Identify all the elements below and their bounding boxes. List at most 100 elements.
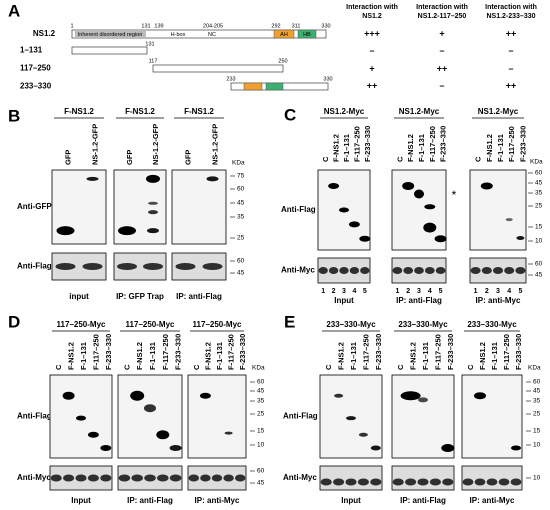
lane-label: F-1–131 bbox=[417, 134, 426, 162]
band bbox=[156, 430, 170, 440]
marker-label: 35 bbox=[237, 214, 245, 221]
lane-label: F-117–250 bbox=[161, 334, 170, 370]
fragment-bar bbox=[71, 46, 148, 55]
band bbox=[318, 267, 328, 274]
lane-label: F-117–250 bbox=[91, 334, 100, 370]
lane-label: F-NS1.2 bbox=[67, 342, 76, 370]
band bbox=[130, 390, 145, 401]
band bbox=[200, 474, 211, 482]
lane-label: F-233–330 bbox=[374, 334, 383, 370]
band bbox=[424, 267, 435, 274]
domain-diagram bbox=[71, 29, 329, 91]
lane-label: F-233–330 bbox=[104, 334, 113, 370]
blot-image bbox=[171, 169, 227, 245]
lane-label: C bbox=[122, 364, 131, 370]
position-label: 292 bbox=[271, 23, 280, 29]
position-label: 117 bbox=[149, 58, 158, 64]
interaction-value: – bbox=[508, 45, 513, 55]
lane-label: F-NS1.2 bbox=[135, 342, 144, 370]
row-label: Anti-Flag bbox=[17, 262, 52, 271]
band bbox=[400, 391, 421, 401]
marker-label: 35 bbox=[535, 190, 543, 197]
row-label: Anti-Myc bbox=[17, 473, 51, 482]
band bbox=[504, 267, 515, 274]
band bbox=[392, 478, 404, 486]
marker-label: 75 bbox=[237, 173, 245, 180]
band bbox=[118, 474, 131, 482]
blot-image bbox=[461, 465, 523, 491]
position-label: 131 bbox=[141, 23, 150, 29]
lane-number: 5 bbox=[363, 288, 367, 295]
region-label: HB bbox=[303, 32, 311, 38]
lane-label: F-NS1.2 bbox=[478, 342, 487, 370]
position-label: 204-205 bbox=[203, 23, 223, 29]
lane-label: F-1–131 bbox=[421, 342, 430, 370]
position-label: 131 bbox=[145, 41, 154, 47]
blot-image bbox=[391, 465, 455, 491]
band bbox=[498, 478, 510, 486]
lane-number: 5 bbox=[518, 288, 522, 295]
region-label: NC bbox=[208, 32, 216, 38]
band bbox=[441, 444, 455, 453]
band bbox=[418, 397, 428, 403]
band bbox=[359, 235, 371, 242]
column-header: Interaction with bbox=[346, 4, 398, 11]
lane-label: F-NS1.2 bbox=[409, 342, 418, 370]
band bbox=[144, 404, 156, 413]
band bbox=[370, 445, 381, 451]
lane-number: 1 bbox=[321, 288, 325, 295]
blot-image bbox=[187, 374, 247, 459]
lane-label: F-233–330 bbox=[514, 334, 523, 370]
lane-label: F-233–330 bbox=[446, 334, 455, 370]
column-header: NS1.2-233–330 bbox=[486, 13, 535, 20]
band bbox=[131, 474, 143, 482]
blot-caption: IP: anti-Myc bbox=[195, 496, 240, 505]
band bbox=[442, 478, 454, 486]
interaction-value: – bbox=[439, 45, 444, 55]
fragment-name: 117–250 bbox=[20, 64, 51, 73]
lane-label: F-NS1.2 bbox=[337, 342, 346, 370]
blot-caption: IP: GFP Trap bbox=[116, 292, 164, 301]
interaction-value: ++ bbox=[437, 63, 448, 73]
blot-caption: IP: anti-Myc bbox=[476, 296, 521, 305]
blot-header: F-NS1.2 bbox=[64, 107, 94, 116]
band bbox=[429, 478, 441, 486]
marker-unit: KDa bbox=[252, 365, 265, 372]
blot-caption: IP: anti-Flag bbox=[400, 496, 446, 505]
band bbox=[206, 176, 219, 182]
lane-number: 4 bbox=[352, 288, 356, 295]
marker-label: 45 bbox=[533, 388, 541, 395]
band bbox=[339, 207, 349, 213]
band bbox=[370, 478, 382, 486]
lane-label: GFP bbox=[125, 150, 134, 165]
lane-label: F-1–131 bbox=[342, 134, 351, 162]
interaction-value: + bbox=[439, 28, 444, 38]
position-label: 311 bbox=[292, 23, 301, 29]
marker-label: 10 bbox=[535, 238, 543, 245]
band bbox=[405, 478, 417, 486]
lane-label: F-233–330 bbox=[439, 126, 448, 162]
asterisk: * bbox=[452, 188, 457, 202]
lane-label: C bbox=[192, 364, 201, 370]
band bbox=[481, 267, 492, 274]
lane-label: F-1–131 bbox=[496, 134, 505, 162]
row-label: Anti-Myc bbox=[281, 266, 315, 275]
lane-label: C bbox=[396, 364, 405, 370]
lane-label: NS-1.2-GFP bbox=[90, 124, 99, 165]
interaction-value: – bbox=[439, 80, 444, 90]
marker-label: 45 bbox=[237, 270, 245, 277]
ah-domain bbox=[273, 29, 295, 39]
band bbox=[211, 474, 223, 482]
marker-label: 45 bbox=[257, 480, 265, 487]
lane-label: F-1–131 bbox=[79, 342, 88, 370]
panel-label: D bbox=[8, 312, 20, 331]
band bbox=[143, 263, 163, 270]
lane-label: F-117–250 bbox=[361, 334, 370, 370]
band bbox=[100, 474, 112, 482]
lane-label: F-1–131 bbox=[349, 342, 358, 370]
position-label: 139 bbox=[154, 23, 163, 29]
marker-label: 60 bbox=[257, 468, 265, 475]
blot-image bbox=[469, 169, 527, 251]
lane-label: F-117–250 bbox=[507, 126, 516, 162]
lane-label: F-233–330 bbox=[363, 126, 372, 162]
